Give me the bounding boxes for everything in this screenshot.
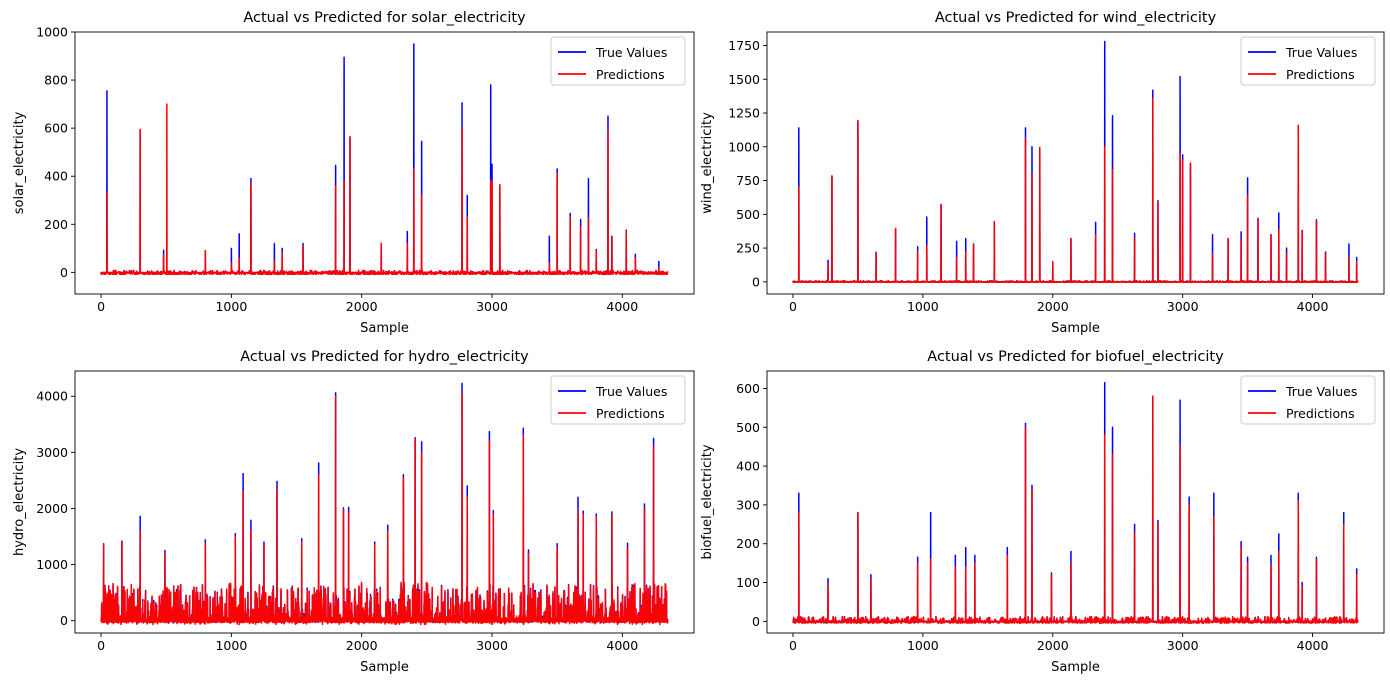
y-tick-label: 2000 [36,501,68,516]
legend-box [1240,375,1376,425]
y-tick-label: 1000 [36,557,68,572]
series-line-predictions [100,392,669,626]
plot-area [100,43,669,276]
x-tick-label: 4000 [606,299,638,314]
x-tick-label: 0 [97,638,105,653]
legend-box [550,36,686,86]
y-tick-label: 1000 [36,25,68,40]
plot-area [792,381,1359,625]
x-axis-label: Sample [360,321,409,336]
legend-label-true-values: True Values [595,384,667,399]
x-tick-label: 4000 [1297,638,1329,653]
legend-label-predictions: Predictions [596,406,665,421]
y-axis-label: biofuel_electricity [700,444,715,559]
y-tick-label: 1250 [728,106,760,121]
legend: True Values Predictions [550,375,686,425]
axes-frame [766,31,1385,295]
y-tick-label: 0 [752,274,760,289]
x-tick-label: 2000 [346,638,378,653]
axes-frame [74,31,695,295]
series-line-predictions [792,395,1359,625]
y-tick-label: 500 [736,420,760,435]
axes-frame [766,370,1385,634]
series-line-predictions [100,103,669,276]
y-tick-label: 200 [44,217,68,232]
chart-title: Actual vs Predicted for biofuel_electric… [927,349,1224,365]
y-tick-label: 1750 [728,38,760,53]
y-tick-label: 400 [736,459,760,474]
y-axis-label: hydro_electricity [12,448,27,556]
subplot-1: Actual vs Predicted for solar_electricit… [12,10,695,336]
x-tick-label: 4000 [1297,299,1329,314]
y-tick-label: 750 [736,173,760,188]
y-axis-label: solar_electricity [12,111,27,214]
y-tick-label: 4000 [36,389,68,404]
y-tick-label: 0 [60,265,68,280]
y-tick-label: 800 [44,73,68,88]
x-tick-label: 4000 [606,638,638,653]
legend-label-true-values: True Values [595,45,667,60]
y-axis-label: wind_electricity [700,112,715,214]
x-tick-label: 3000 [476,299,508,314]
x-tick-label: 3000 [1167,638,1199,653]
chart-title: Actual vs Predicted for hydro_electricit… [240,349,529,365]
legend-label-true-values: True Values [1285,45,1357,60]
x-tick-label: 0 [789,299,797,314]
legend-label-true-values: True Values [1285,384,1357,399]
x-tick-label: 1000 [215,299,247,314]
legend-label-predictions: Predictions [596,67,665,82]
y-tick-label: 0 [60,613,68,628]
axes-frame [74,370,695,634]
y-tick-label: 200 [736,536,760,551]
y-tick-label: 1000 [728,139,760,154]
y-tick-label: 3000 [36,445,68,460]
plot-area [100,382,669,626]
y-tick-label: 600 [44,121,68,136]
x-tick-label: 2000 [1037,299,1069,314]
y-tick-label: 300 [736,497,760,512]
y-tick-label: 100 [736,575,760,590]
y-tick-label: 0 [752,614,760,629]
x-tick-label: 1000 [907,638,939,653]
legend-box [1240,36,1376,86]
y-tick-label: 600 [736,381,760,396]
plot-area [792,40,1359,284]
x-tick-label: 1000 [215,638,247,653]
legend: True Values Predictions [1240,36,1376,86]
x-tick-label: 2000 [346,299,378,314]
subplot-3: Actual vs Predicted for hydro_electricit… [12,349,695,675]
series-line-predictions [792,97,1359,284]
x-axis-label: Sample [360,660,409,675]
x-tick-label: 1000 [907,299,939,314]
y-tick-label: 1500 [728,72,760,87]
x-axis-label: Sample [1051,321,1100,336]
x-axis-label: Sample [1051,660,1100,675]
legend-label-predictions: Predictions [1286,67,1355,82]
subplots-grid: Actual vs Predicted for solar_electricit… [12,10,1385,675]
x-tick-label: 2000 [1037,638,1069,653]
x-tick-label: 3000 [1167,299,1199,314]
subplot-4: Actual vs Predicted for biofuel_electric… [700,349,1385,675]
y-tick-label: 250 [736,241,760,256]
legend-label-predictions: Predictions [1286,406,1355,421]
legend: True Values Predictions [550,36,686,86]
subplot-2: Actual vs Predicted for wind_electricity… [700,10,1385,336]
x-tick-label: 0 [789,638,797,653]
y-tick-label: 400 [44,169,68,184]
chart-title: Actual vs Predicted for wind_electricity [935,10,1217,26]
legend-box [550,375,686,425]
legend: True Values Predictions [1240,375,1376,425]
x-tick-label: 3000 [476,638,508,653]
chart-title: Actual vs Predicted for solar_electricit… [243,10,526,26]
x-tick-label: 0 [97,299,105,314]
y-tick-label: 500 [736,207,760,222]
